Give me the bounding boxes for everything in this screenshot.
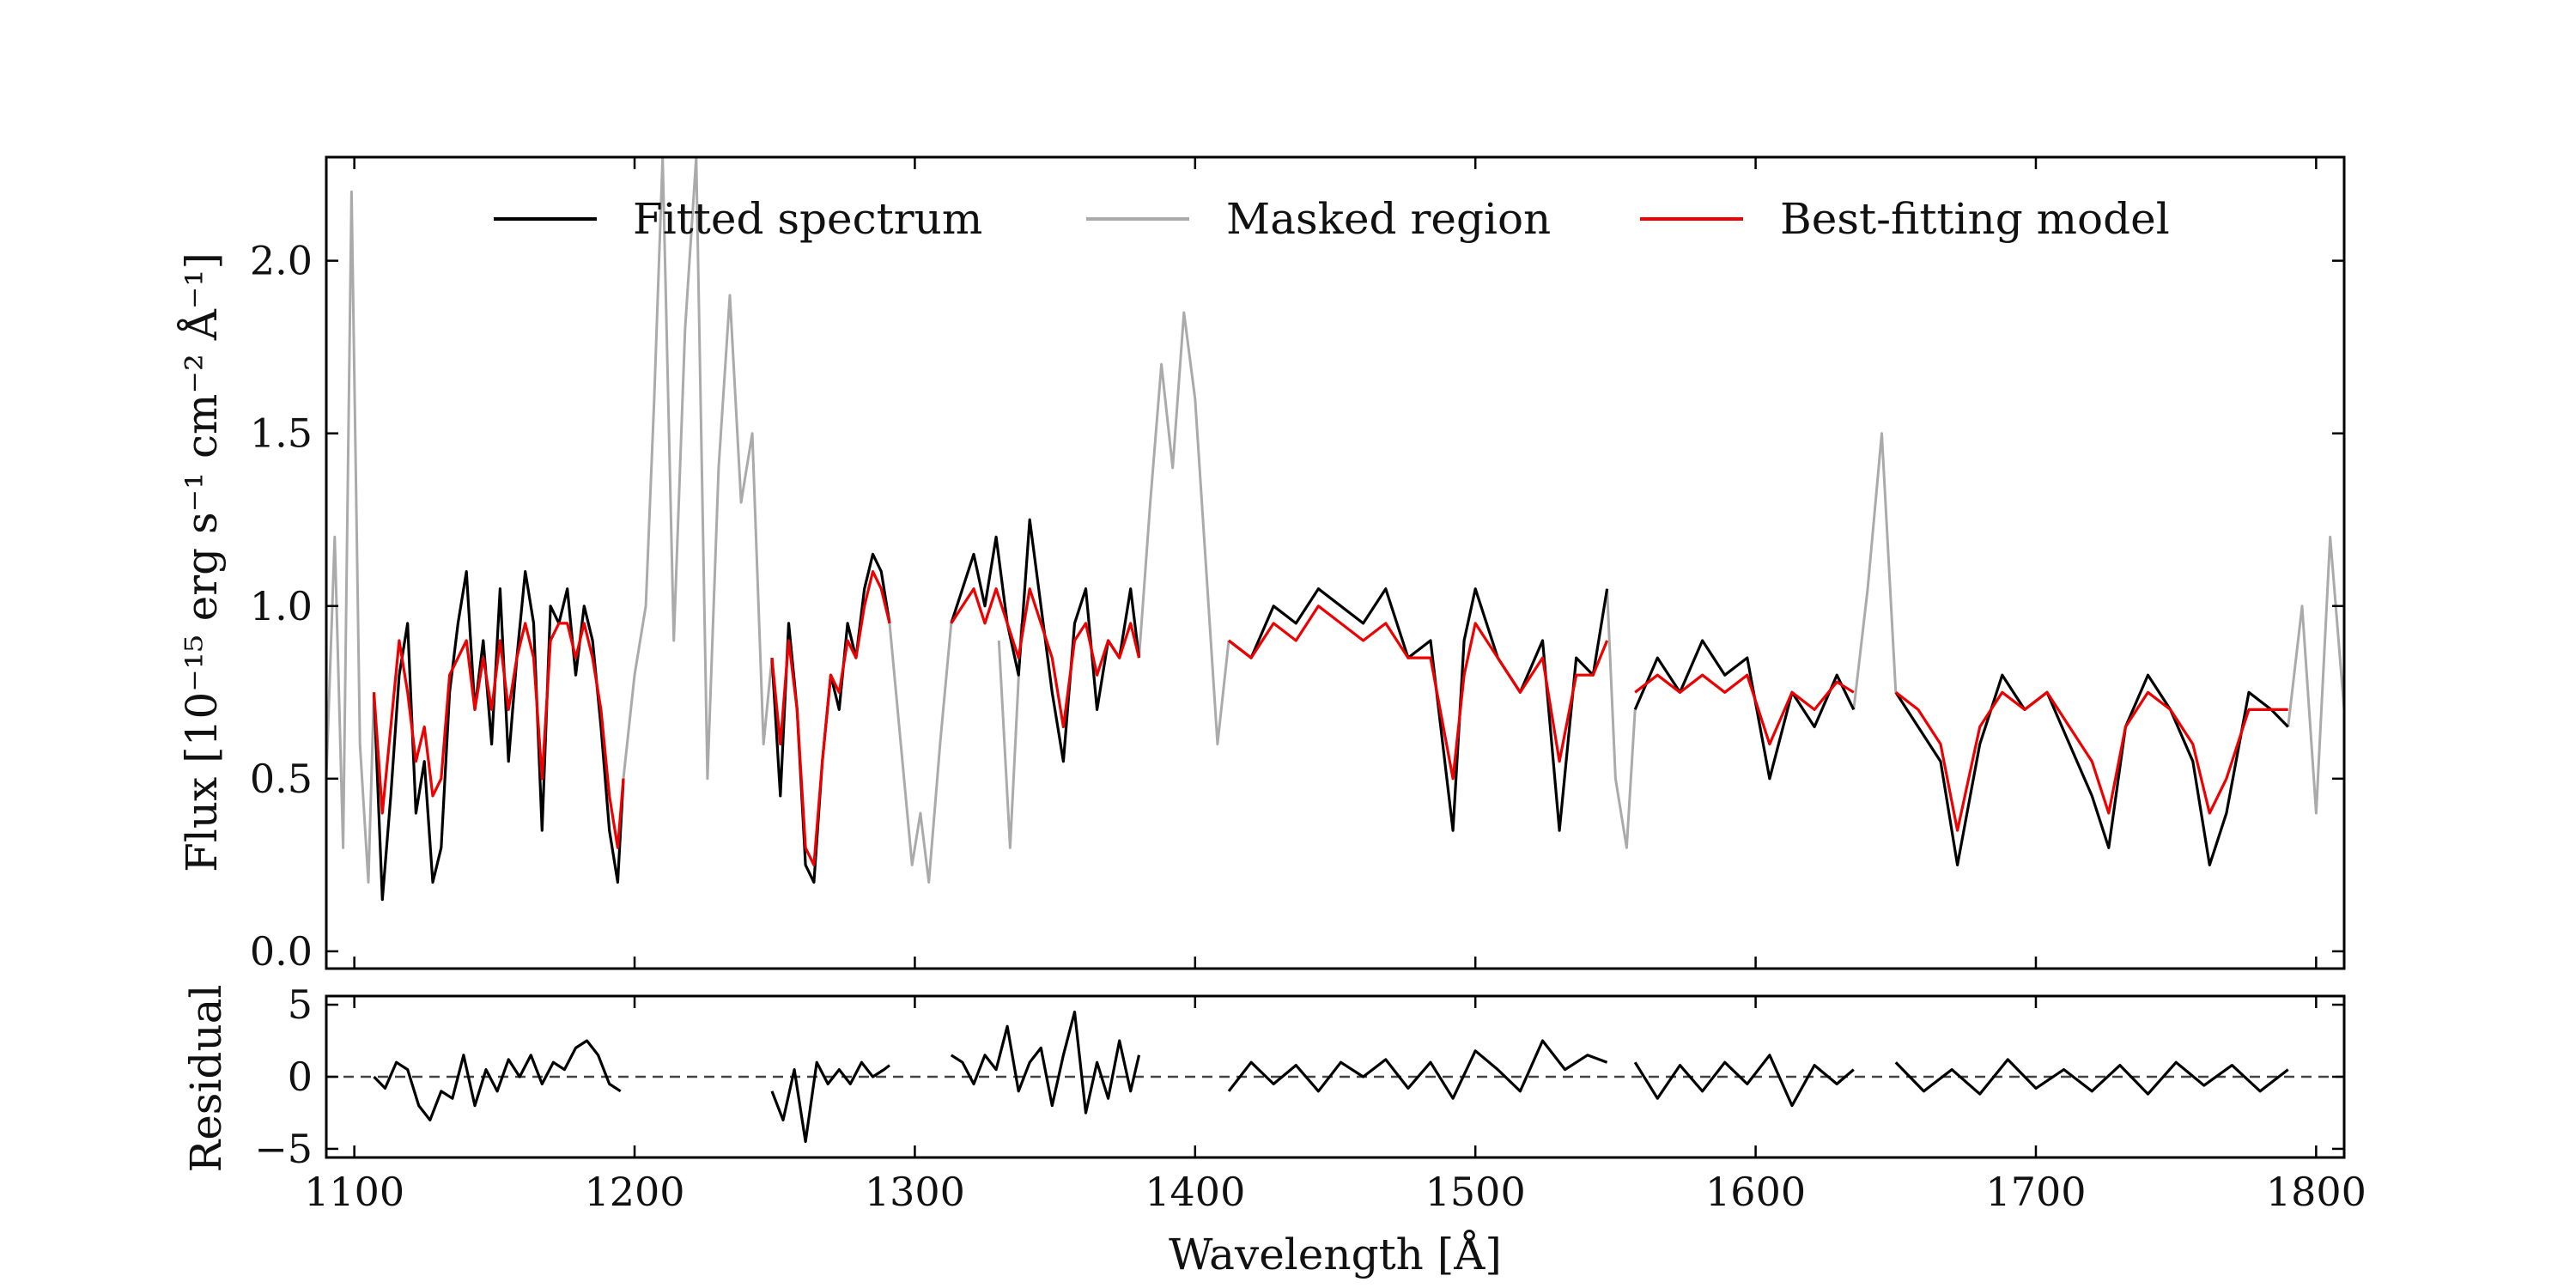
main-fitted-spectrum-segment-5 bbox=[1633, 639, 1856, 781]
residual-plot-area bbox=[326, 1010, 2344, 1144]
main-masked-region-segment-6 bbox=[1606, 588, 1637, 849]
residual-residual-segment-2 bbox=[770, 1060, 890, 1144]
x-tick-label-1200: 1200 bbox=[584, 1169, 684, 1215]
residual-x-ticks: 1100 1200 1300 1400 1500 1600 1700 1800 bbox=[304, 996, 2366, 1215]
main-axes-frame bbox=[325, 155, 2346, 970]
main-best-fitting-model-segment-5 bbox=[1634, 673, 1855, 746]
main-masked-region-segment-5 bbox=[1138, 311, 1230, 746]
residual-residual-segment-6 bbox=[1894, 1058, 2289, 1096]
main-y-tick-label-0: 0.0 bbox=[250, 928, 313, 975]
main-y-ticks: 0.0 0.5 1.0 1.5 2.0 bbox=[250, 238, 2344, 975]
residual-residual-segment-3 bbox=[950, 1010, 1141, 1115]
main-y-axis-label: Flux [10⁻¹⁵ erg s⁻¹ cm⁻² Å⁻¹] bbox=[176, 252, 227, 872]
legend-label-masked-region: Masked region bbox=[1226, 194, 1551, 244]
residual-y-axis-label: Residual bbox=[181, 985, 231, 1173]
main-masked-region-segment-2 bbox=[622, 157, 774, 781]
residual-y-ticks: −5 0 5 bbox=[254, 981, 2344, 1172]
main-y-tick-label-1: 0.5 bbox=[250, 756, 313, 802]
residual-residual-segment-4 bbox=[1227, 1039, 1608, 1100]
x-tick-label-1800: 1800 bbox=[2266, 1169, 2366, 1215]
x-tick-label-1600: 1600 bbox=[1705, 1169, 1806, 1215]
x-tick-label-1100: 1100 bbox=[304, 1169, 404, 1215]
residual-residual-segment-5 bbox=[1633, 1054, 1855, 1108]
main-masked-region-segment-1 bbox=[326, 190, 375, 884]
main-best-fitting-model-segment-1 bbox=[372, 622, 625, 849]
main-masked-region-segment-4 bbox=[997, 623, 1023, 849]
main-fitted-spectrum-segment-2 bbox=[770, 552, 891, 884]
main-y-tick-label-3: 1.5 bbox=[250, 410, 313, 457]
main-fitted-spectrum-segment-1 bbox=[372, 569, 625, 902]
x-tick-label-1500: 1500 bbox=[1425, 1169, 1526, 1215]
residual-y-tick-label-2: 5 bbox=[288, 981, 313, 1028]
main-best-fitting-model-segment-2 bbox=[770, 569, 891, 867]
residual-y-tick-label-1: 0 bbox=[288, 1054, 313, 1100]
main-y-tick-label-4: 2.0 bbox=[250, 238, 313, 284]
main-fitted-spectrum-segment-4 bbox=[1228, 587, 1609, 832]
legend-label-fitted-spectrum: Fitted spectrum bbox=[633, 194, 982, 244]
legend: Fitted spectrum Masked region Best-fitti… bbox=[494, 194, 2170, 244]
residual-panel: 1100 1200 1300 1400 1500 1600 1700 1800 −5 0 5 Re… bbox=[181, 981, 2366, 1279]
main-masked-region-segment-7 bbox=[1852, 432, 1898, 710]
main-best-fitting-model-segment-6 bbox=[1894, 690, 2288, 832]
x-tick-label-1700: 1700 bbox=[1985, 1169, 2086, 1215]
main-masked-region-segment-3 bbox=[888, 623, 953, 884]
x-tick-label-1300: 1300 bbox=[865, 1169, 965, 1215]
main-y-tick-label-2: 1.0 bbox=[250, 583, 313, 629]
main-fitted-spectrum-segment-6 bbox=[1894, 673, 2289, 867]
main-panel: 0.0 0.5 1.0 1.5 2.0 Flux [10⁻¹⁵ erg s⁻¹ cm⁻²… bbox=[176, 155, 2346, 975]
residual-residual-segment-1 bbox=[373, 1039, 622, 1122]
main-masked-region-segment-8 bbox=[2287, 535, 2344, 815]
main-x-ticks bbox=[353, 157, 2318, 969]
residual-axes-frame bbox=[325, 994, 2346, 1159]
main-best-fitting-model-segment-4 bbox=[1228, 605, 1609, 781]
legend-label-best-fitting-model: Best-fitting model bbox=[1780, 194, 2170, 244]
main-best-fitting-model-segment-3 bbox=[950, 587, 1141, 729]
x-axis-label: Wavelength [Å] bbox=[1169, 1229, 1502, 1279]
residual-y-tick-label-0: −5 bbox=[254, 1126, 313, 1172]
x-tick-label-1400: 1400 bbox=[1145, 1169, 1245, 1215]
main-plot-area bbox=[326, 157, 2344, 902]
